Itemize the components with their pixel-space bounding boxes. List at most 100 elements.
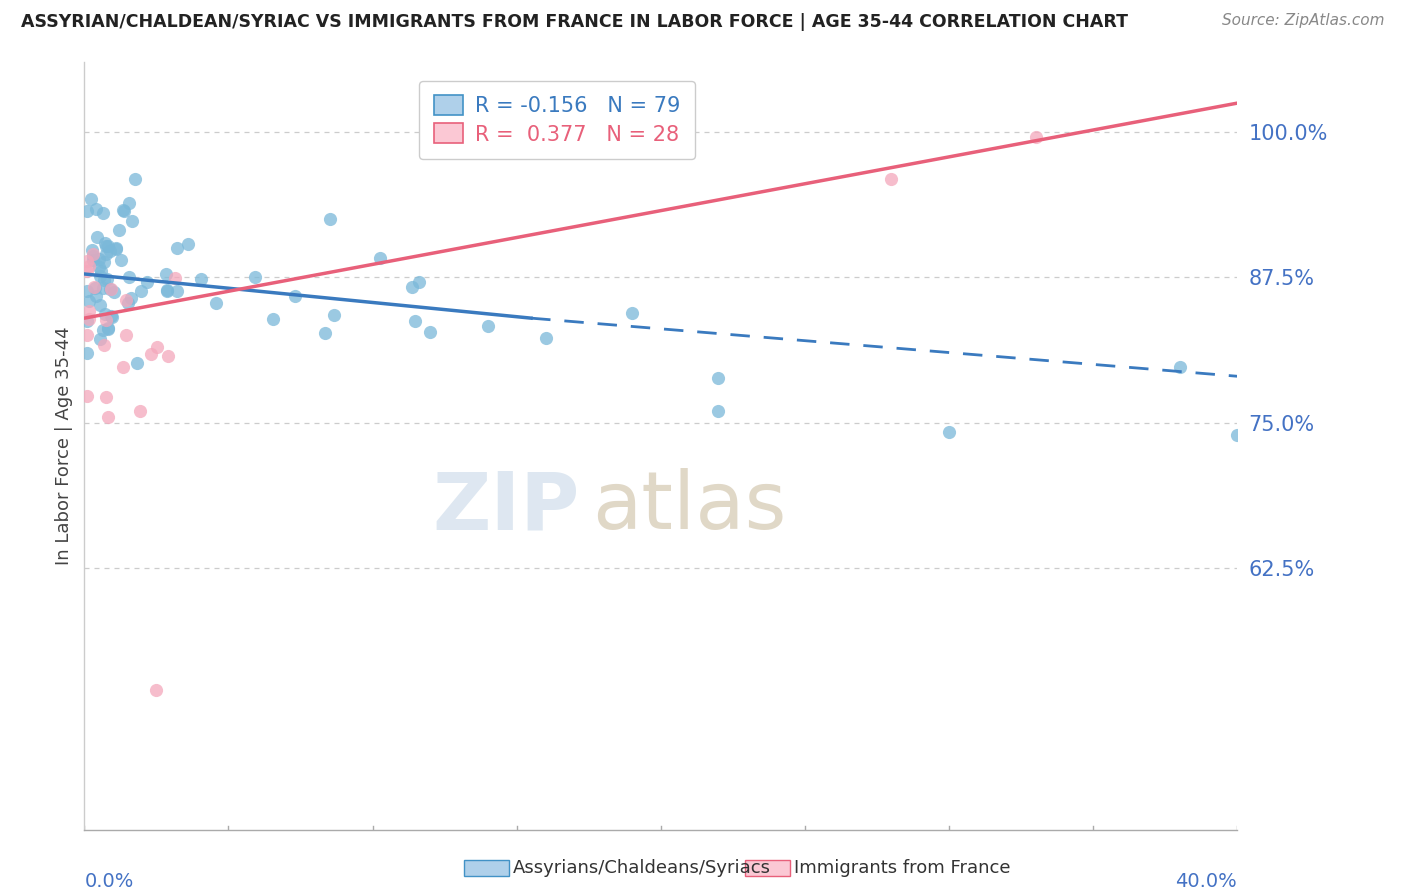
Point — [80, 192, 103, 206]
Point — [89, 332, 111, 346]
Point — [419, 325, 441, 339]
Point — [938, 425, 960, 439]
Point — [76, 203, 98, 218]
Point — [89, 268, 111, 283]
Point — [96, 312, 118, 326]
Point — [96, 409, 118, 424]
Legend: R = -0.156   N = 79, R =  0.377   N = 28: R = -0.156 N = 79, R = 0.377 N = 28 — [419, 80, 695, 159]
Point — [82, 247, 104, 261]
Point — [77, 260, 100, 274]
Point — [318, 211, 340, 226]
Point — [101, 310, 124, 325]
Point — [314, 326, 336, 340]
Point — [76, 389, 98, 403]
Point — [125, 356, 148, 370]
Point — [76, 263, 98, 277]
Point — [93, 337, 115, 351]
Point — [707, 371, 730, 385]
Point — [79, 312, 101, 326]
Point — [94, 247, 117, 261]
Point — [139, 346, 162, 360]
Point — [89, 260, 111, 275]
Point — [100, 282, 122, 296]
Point — [82, 244, 104, 258]
Point — [880, 172, 903, 186]
Point — [98, 283, 121, 297]
Point — [166, 241, 188, 255]
Point — [79, 293, 101, 308]
Point — [76, 284, 98, 298]
Point — [108, 223, 131, 237]
Text: ASSYRIAN/CHALDEAN/SYRIAC VS IMMIGRANTS FROM FRANCE IN LABOR FORCE | AGE 35-44 CO: ASSYRIAN/CHALDEAN/SYRIAC VS IMMIGRANTS F… — [21, 13, 1128, 31]
Point — [93, 273, 115, 287]
Point — [118, 270, 141, 285]
Point — [77, 304, 100, 318]
Point — [96, 272, 118, 286]
Point — [82, 249, 104, 263]
Point — [262, 312, 284, 326]
Point — [97, 322, 120, 336]
Point — [205, 295, 228, 310]
Point — [405, 313, 427, 327]
Point — [112, 360, 135, 375]
Point — [84, 281, 107, 295]
Point — [97, 239, 120, 253]
Point — [1025, 130, 1047, 145]
Point — [93, 281, 115, 295]
Point — [1168, 360, 1191, 375]
Point — [98, 244, 121, 259]
Point — [401, 280, 423, 294]
Point — [96, 239, 118, 253]
Text: Source: ZipAtlas.com: Source: ZipAtlas.com — [1222, 13, 1385, 29]
Text: 40.0%: 40.0% — [1175, 871, 1237, 891]
Point — [163, 271, 186, 285]
Point — [91, 323, 114, 337]
Point — [111, 202, 134, 217]
Point — [129, 285, 152, 299]
Point — [93, 255, 115, 269]
Point — [136, 275, 159, 289]
Point — [89, 252, 111, 266]
Text: 0.0%: 0.0% — [84, 871, 134, 891]
Point — [76, 313, 98, 327]
Point — [97, 321, 120, 335]
Point — [1226, 428, 1249, 442]
Text: Assyrians/Chaldeans/Syriacs: Assyrians/Chaldeans/Syriacs — [513, 859, 770, 877]
Point — [86, 229, 108, 244]
Point — [177, 236, 200, 251]
Point — [145, 340, 167, 354]
Point — [76, 254, 98, 268]
Point — [76, 345, 98, 359]
Point — [145, 683, 167, 698]
Point — [110, 252, 132, 267]
Point — [84, 289, 107, 303]
Point — [128, 403, 150, 417]
Point — [94, 236, 117, 251]
Point — [707, 404, 730, 418]
Point — [121, 214, 143, 228]
Point — [166, 284, 188, 298]
Point — [115, 293, 138, 308]
Y-axis label: In Labor Force | Age 35-44: In Labor Force | Age 35-44 — [55, 326, 73, 566]
Point — [100, 309, 122, 323]
Point — [94, 307, 117, 321]
Point — [322, 308, 344, 322]
Point — [76, 328, 98, 343]
Text: atlas: atlas — [592, 468, 786, 547]
Point — [91, 205, 114, 219]
Point — [621, 306, 644, 320]
Point — [368, 251, 391, 265]
Point — [156, 283, 179, 297]
Point — [115, 327, 138, 342]
Point — [83, 279, 105, 293]
Point — [534, 331, 557, 345]
Point — [89, 298, 111, 312]
Point — [117, 296, 139, 310]
Point — [112, 204, 135, 219]
Point — [155, 268, 177, 282]
Point — [103, 285, 125, 299]
Point — [94, 390, 117, 404]
Point — [124, 171, 146, 186]
Point — [156, 284, 179, 298]
Point — [245, 269, 267, 284]
